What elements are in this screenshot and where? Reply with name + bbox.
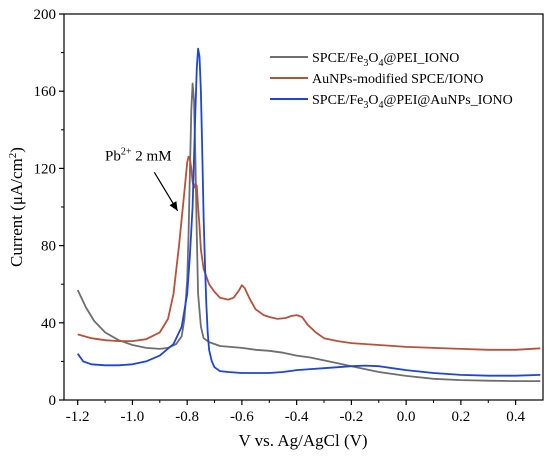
- x-tick-label: -0.4: [285, 409, 309, 425]
- series-lines: [76, 47, 541, 382]
- x-tick-label: 0.4: [506, 409, 525, 425]
- legend-label-1: SPCE/Fe3O4@PEI_IONO: [312, 51, 459, 69]
- y-tick-label: 40: [41, 316, 56, 332]
- plot-area: -1.2 -1.0 -0.8 -0.6 -0.4 -0.2 0.0 0.2 0.4 0 40 80 1…: [34, 7, 544, 425]
- series-line-1: [76, 82, 541, 382]
- x-tick-label: -0.6: [230, 409, 254, 425]
- y-axis-ticks: 0 40 80 120 160 200: [34, 7, 64, 409]
- x-tick-label: -1.2: [66, 409, 90, 425]
- x-tick-label: 0.2: [452, 409, 471, 425]
- x-tick-label: 0.0: [397, 409, 416, 425]
- series-line-3: [76, 47, 541, 377]
- y-tick-label: 160: [34, 84, 57, 100]
- x-axis-ticks: -1.2 -1.0 -0.8 -0.6 -0.4 -0.2 0.0 0.2 0.4: [66, 400, 526, 425]
- x-tick-label: -1.0: [121, 409, 145, 425]
- y-axis-label-superscript: 2: [7, 153, 19, 159]
- y-axis-label-main: Current (μA/cm: [7, 158, 26, 267]
- x-tick-label: -0.8: [175, 409, 199, 425]
- annotation-label: Pb2+ 2 mM: [105, 147, 172, 165]
- y-axis-label: Current (μA/cm2): [7, 147, 26, 267]
- x-tick-label: -0.2: [340, 409, 364, 425]
- y-tick-label: 0: [49, 393, 57, 409]
- y-tick-label: 200: [34, 7, 57, 23]
- annotation: Pb2+ 2 mM: [105, 147, 179, 212]
- legend-label-2: AuNPs-modified SPCE/IONO: [312, 72, 484, 87]
- y-tick-label: 80: [41, 239, 56, 255]
- y-axis-label-close: ): [7, 147, 26, 153]
- y-tick-label: 120: [34, 161, 57, 177]
- legend-label-3: SPCE/Fe3O4@PEI@AuNPs_IONO: [312, 93, 513, 111]
- x-axis-label: V vs. Ag/AgCl (V): [238, 431, 367, 450]
- annotation-arrow-head: [169, 201, 178, 211]
- series-line-2: [77, 155, 541, 351]
- legend: SPCE/Fe3O4@PEI_IONO AuNPs-modified SPCE/I…: [270, 51, 513, 111]
